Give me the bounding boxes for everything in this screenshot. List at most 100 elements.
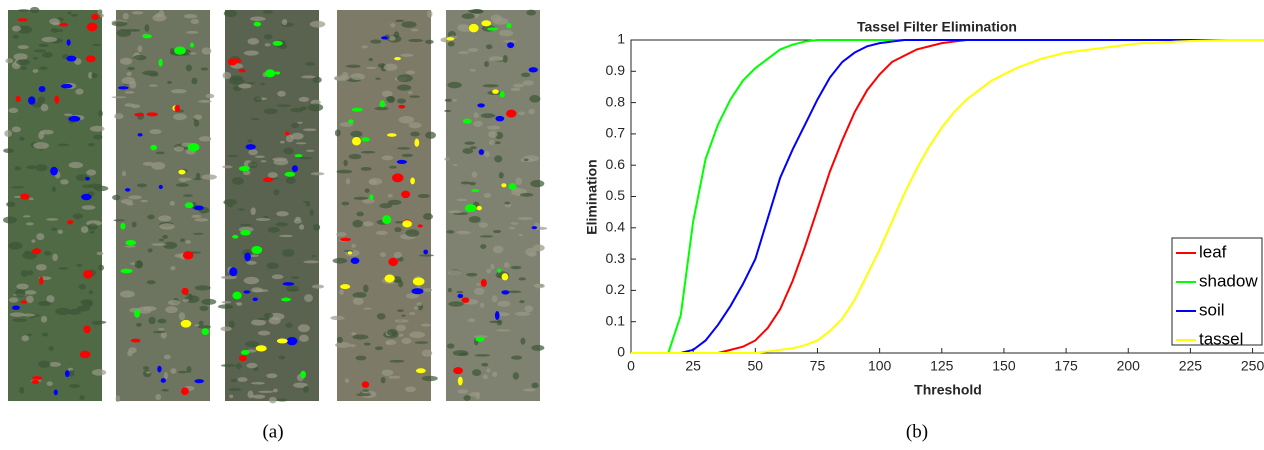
marker: [146, 112, 158, 117]
texture: [26, 165, 37, 170]
texture: [345, 178, 351, 185]
legend-label: tassel: [1199, 329, 1243, 348]
texture: [193, 119, 200, 127]
y-tick-label: 0.8: [606, 93, 626, 109]
texture: [297, 121, 303, 124]
texture: [519, 192, 534, 197]
texture: [44, 251, 52, 256]
texture: [71, 13, 78, 17]
texture: [98, 110, 103, 117]
texture: [496, 329, 512, 332]
texture: [41, 315, 48, 323]
texture: [493, 229, 502, 234]
texture: [227, 204, 233, 208]
texture: [469, 68, 477, 72]
texture: [22, 313, 36, 317]
y-tick-label: 0.9: [606, 62, 626, 78]
marker: [227, 58, 238, 66]
texture: [498, 29, 514, 37]
texture: [502, 54, 508, 63]
texture: [191, 77, 198, 85]
texture: [48, 362, 61, 367]
texture: [21, 335, 29, 342]
marker: [361, 381, 370, 388]
marker: [412, 277, 425, 286]
texture: [57, 229, 64, 234]
marker: [60, 83, 73, 89]
texture: [491, 295, 498, 303]
series-line: [631, 39, 1264, 354]
texture: [383, 63, 398, 71]
texture: [17, 9, 30, 12]
texture: [26, 333, 33, 336]
marker: [410, 177, 415, 185]
texture: [446, 343, 455, 349]
texture: [285, 322, 293, 328]
x-tick-label: 100: [868, 358, 892, 374]
texture: [158, 10, 165, 18]
texture: [348, 153, 362, 160]
texture: [243, 276, 260, 285]
texture: [464, 141, 476, 145]
marker: [487, 27, 499, 31]
texture: [195, 172, 201, 180]
texture: [390, 22, 396, 28]
texture: [49, 18, 60, 25]
texture: [356, 393, 372, 397]
y-tick-label: 0.4: [606, 219, 626, 235]
marker: [243, 290, 251, 294]
texture: [127, 66, 135, 71]
texture: [498, 171, 504, 179]
y-axis-label: Elimination: [584, 159, 600, 234]
texture: [394, 319, 409, 323]
marker: [181, 287, 189, 295]
texture: [185, 64, 193, 72]
texture: [24, 290, 37, 295]
texture: [194, 324, 200, 327]
texture: [405, 70, 416, 75]
marker: [464, 204, 477, 213]
texture: [266, 373, 278, 379]
texture: [529, 95, 541, 103]
texture: [38, 300, 52, 307]
texture: [142, 161, 154, 166]
texture: [363, 342, 371, 346]
marker: [32, 376, 43, 380]
texture: [144, 24, 150, 32]
texture: [19, 386, 25, 394]
texture: [370, 39, 382, 44]
texture: [386, 328, 398, 336]
texture: [456, 198, 468, 202]
texture: [268, 316, 281, 325]
texture: [182, 194, 193, 197]
texture: [246, 260, 257, 265]
texture: [3, 148, 15, 153]
texture: [93, 134, 103, 140]
texture: [243, 50, 259, 56]
texture: [220, 326, 232, 332]
marker: [120, 222, 126, 230]
texture: [303, 128, 317, 132]
texture: [16, 283, 29, 290]
marker: [340, 284, 351, 290]
marker: [252, 297, 258, 302]
texture: [285, 177, 296, 184]
texture: [361, 45, 368, 49]
texture: [381, 369, 394, 376]
marker: [423, 249, 429, 255]
texture: [19, 136, 25, 141]
texture: [185, 240, 191, 244]
marker: [182, 251, 194, 260]
texture: [416, 302, 423, 307]
texture: [155, 151, 165, 155]
texture: [183, 13, 198, 19]
texture: [12, 34, 19, 39]
marker: [79, 350, 91, 359]
texture: [266, 262, 279, 269]
marker: [157, 365, 162, 373]
x-axis-label: Threshold: [914, 382, 982, 398]
marker: [31, 249, 37, 253]
texture: [405, 293, 420, 299]
texture: [456, 290, 464, 294]
panel-label: (a): [262, 421, 283, 442]
